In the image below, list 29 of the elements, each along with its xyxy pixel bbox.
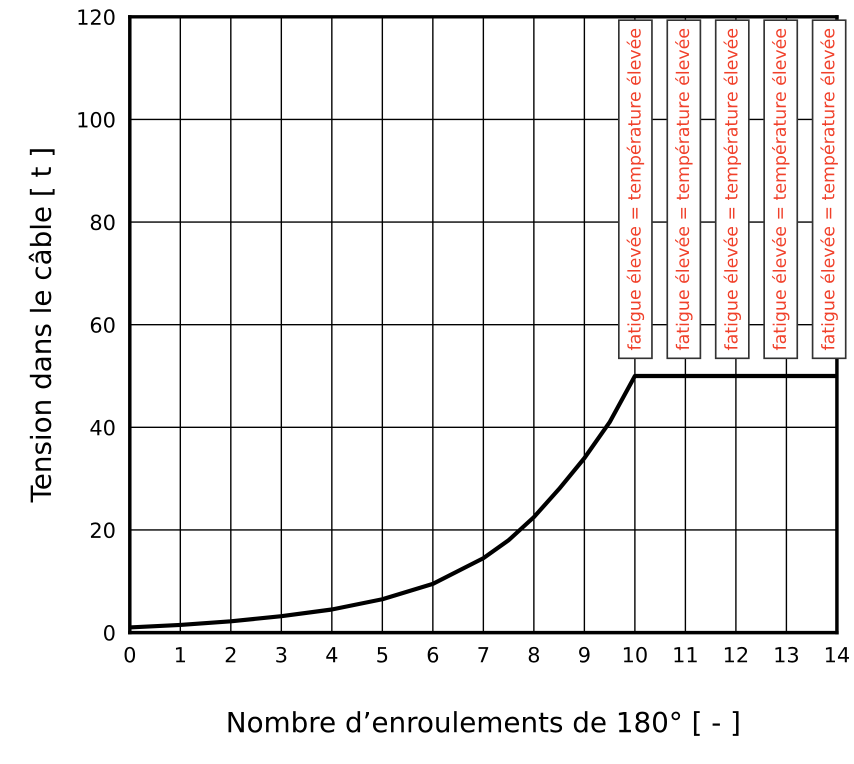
x-tick-label: 3 [276, 646, 286, 663]
y-tick-label: 0 [104, 625, 115, 641]
x-tick-label: 13 [775, 646, 798, 663]
y-axis-title: Tension dans le câble [ t ] [28, 149, 55, 503]
x-tick-label: 1 [176, 647, 186, 662]
annotation: fatigue élevée = température élevée [820, 28, 838, 350]
x-axis-title: Nombre d’enroulements de 180° [ - ] [228, 711, 739, 736]
y-tick-label: 80 [90, 214, 115, 230]
x-tick-label: 10 [624, 646, 647, 663]
y-tick-label: 60 [90, 317, 115, 333]
x-tick-label: 8 [528, 646, 540, 663]
x-tick-label: 11 [674, 647, 697, 662]
x-tick-label: 0 [124, 646, 136, 663]
y-tick-label: 20 [90, 522, 115, 538]
x-tick-label: 5 [377, 647, 388, 663]
x-tick-label: 9 [579, 646, 590, 663]
x-tick-label: 4 [326, 647, 338, 662]
annotation: fatigue élevée = température élevée [675, 28, 693, 350]
x-tick-label: 6 [428, 646, 438, 663]
y-tick-label: 100 [78, 112, 115, 128]
x-tick-label: 2 [226, 646, 236, 662]
y-tick-label: 120 [78, 9, 115, 26]
x-tick-label: 14 [826, 647, 850, 662]
y-tick-label: 40 [90, 420, 115, 436]
annotation: fatigue élevée = température élevée [626, 28, 644, 350]
x-tick-label: 7 [478, 647, 488, 662]
annotation: fatigue élevée = température élevée [724, 28, 742, 350]
x-tick-label: 12 [724, 646, 748, 662]
annotation: fatigue élevée = température élevée [772, 28, 790, 350]
